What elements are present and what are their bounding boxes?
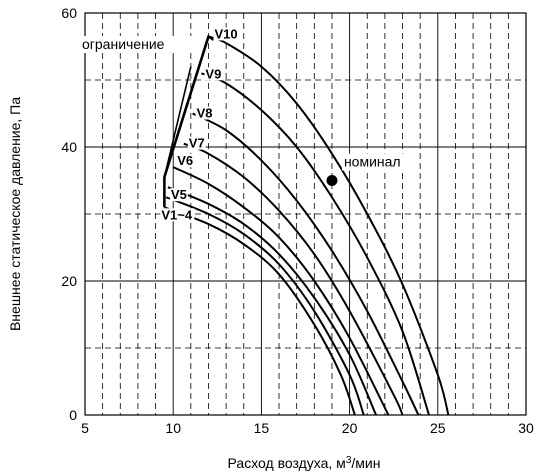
nominal-label-bg (341, 153, 414, 171)
curve-label-bg (176, 154, 195, 168)
x-tick-label: 20 (342, 420, 358, 436)
curve-label-bg (204, 67, 223, 81)
series-line-7 (201, 72, 430, 416)
series-line-1 (164, 206, 356, 416)
curve-label-V5: V5 (171, 187, 187, 202)
x-tick-label: 15 (254, 420, 270, 436)
y-tick-label: 40 (61, 139, 77, 155)
series-line-5 (183, 142, 404, 416)
grid (85, 13, 526, 415)
curve-label-bg (187, 136, 206, 150)
curve-label-V10: V10 (214, 26, 237, 41)
curve-labels: V1~4 V5 V6 V7 V8 V9 V10 ограничение номинал (80, 26, 414, 222)
curves (163, 35, 450, 416)
series-line-6 (192, 112, 420, 416)
x-tick-label: 30 (518, 420, 534, 436)
nominal-label: номинал (344, 154, 401, 170)
plot-border (84, 12, 527, 416)
series-line-8 (208, 35, 450, 416)
y-tick-label: 0 (69, 407, 77, 423)
plot-frame (84, 12, 527, 416)
nominal-point (326, 175, 338, 186)
curve-label-bg (169, 188, 188, 202)
series-line-3 (167, 186, 377, 416)
series-line-2 (165, 196, 365, 416)
curve-label-V1~4: V1~4 (161, 207, 192, 222)
x-tick-label: 25 (430, 420, 446, 436)
curve-label-V8: V8 (197, 106, 213, 121)
x-axis-label: Расход воздуха, м3/мин (228, 455, 381, 471)
y-tick-label: 20 (61, 273, 77, 289)
curve-label-bg (195, 106, 214, 120)
curve-label-V6: V6 (177, 153, 193, 168)
limit-label: ограничение (82, 36, 165, 52)
curve-label-V7: V7 (189, 136, 205, 151)
x-tick-label: 5 (81, 420, 89, 436)
y-axis-label: Внешнее статическое давление, Па (7, 97, 23, 331)
limit-line-spur (163, 66, 192, 178)
limit-line (163, 35, 215, 208)
y-tick-label: 60 (61, 5, 77, 21)
x-tick-label: 10 (165, 420, 181, 436)
series-line-4 (172, 166, 390, 416)
limit-label-bg (80, 36, 192, 53)
curve-label-bg (213, 27, 240, 41)
tick-labels: 5 10 15 20 25 30 0 20 40 60 (61, 5, 534, 436)
curve-label-V9: V9 (205, 66, 221, 81)
curve-label-bg (160, 208, 195, 222)
